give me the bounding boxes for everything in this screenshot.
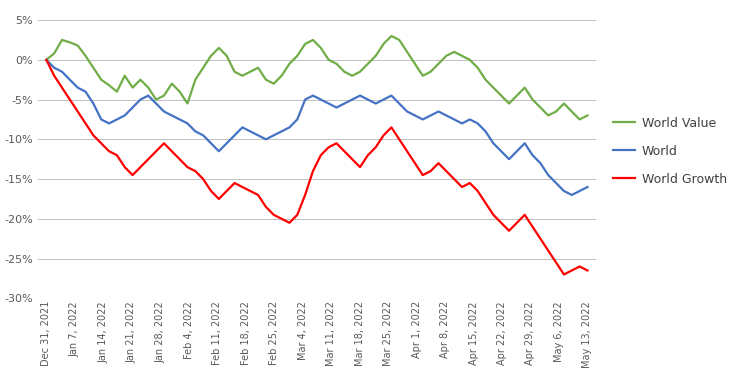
World Growth [497,221,506,225]
World Value [512,93,521,98]
World [567,193,576,197]
World Value [387,34,396,38]
World Value [42,58,51,62]
World Growth [559,272,568,277]
World Value [269,81,278,86]
World [207,141,216,145]
World Value [340,70,349,74]
World Growth [583,268,592,273]
World [113,117,121,122]
World Growth [113,153,121,157]
World [42,58,51,62]
World [505,157,514,161]
World [583,185,592,189]
World Growth [505,228,514,233]
World Value [583,113,592,118]
World [167,113,176,118]
World Value [113,89,121,94]
World [497,149,506,154]
Line: World Growth: World Growth [46,60,587,275]
Legend: World Value, World, World Growth: World Value, World, World Growth [608,112,732,191]
World Value [167,81,176,86]
World Value [207,54,216,58]
World Value [576,117,584,122]
World Growth [42,58,51,62]
Line: World: World [46,60,587,195]
World [340,101,349,106]
World Growth [340,149,349,154]
World Growth [207,189,216,193]
Line: World Value: World Value [46,36,587,119]
World Growth [167,149,176,154]
